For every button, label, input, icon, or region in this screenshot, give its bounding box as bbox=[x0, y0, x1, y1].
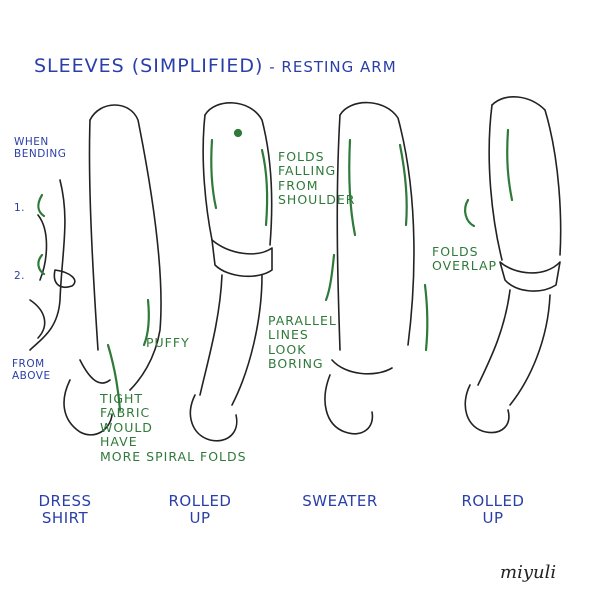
page-title: Sleeves (simplified) - Resting arm bbox=[34, 34, 397, 78]
signature: miyuli bbox=[500, 562, 557, 583]
title-main: Sleeves (simplified) bbox=[34, 54, 264, 77]
annotation-parallel-lines: Parallel lines look boring bbox=[268, 313, 337, 372]
label-sweater: Sweater bbox=[302, 492, 378, 510]
note-when-bending: When bending bbox=[14, 136, 67, 161]
arm-dress-shirt bbox=[63, 104, 162, 436]
label-rolled-up-1: Rolled up bbox=[168, 492, 232, 528]
arm-sweater bbox=[324, 101, 415, 435]
fold-mark-2 bbox=[37, 253, 46, 276]
label-dress-shirt: Dress shirt bbox=[38, 492, 92, 528]
label-rolled-up-2: Rolled up bbox=[461, 492, 525, 528]
annotation-folds-overlap: Folds overlap bbox=[432, 244, 498, 274]
note-step-2: 2. bbox=[14, 270, 26, 282]
note-step-1: 1. bbox=[14, 202, 26, 214]
arm-rolled-up-2 bbox=[464, 95, 562, 434]
title-suffix: - Resting arm bbox=[263, 57, 397, 76]
note-from-above: From above bbox=[12, 358, 51, 383]
fold-mark-1 bbox=[37, 193, 46, 218]
arm-rolled-up-1 bbox=[189, 102, 273, 442]
annotation-puffy: Puffy bbox=[146, 335, 190, 350]
bending-arm-sketch bbox=[29, 179, 76, 351]
annotation-folds-falling: Folds falling from shoulder bbox=[278, 149, 356, 208]
annotation-tight-fabric: Tight fabric would have more spiral fold… bbox=[100, 391, 247, 464]
